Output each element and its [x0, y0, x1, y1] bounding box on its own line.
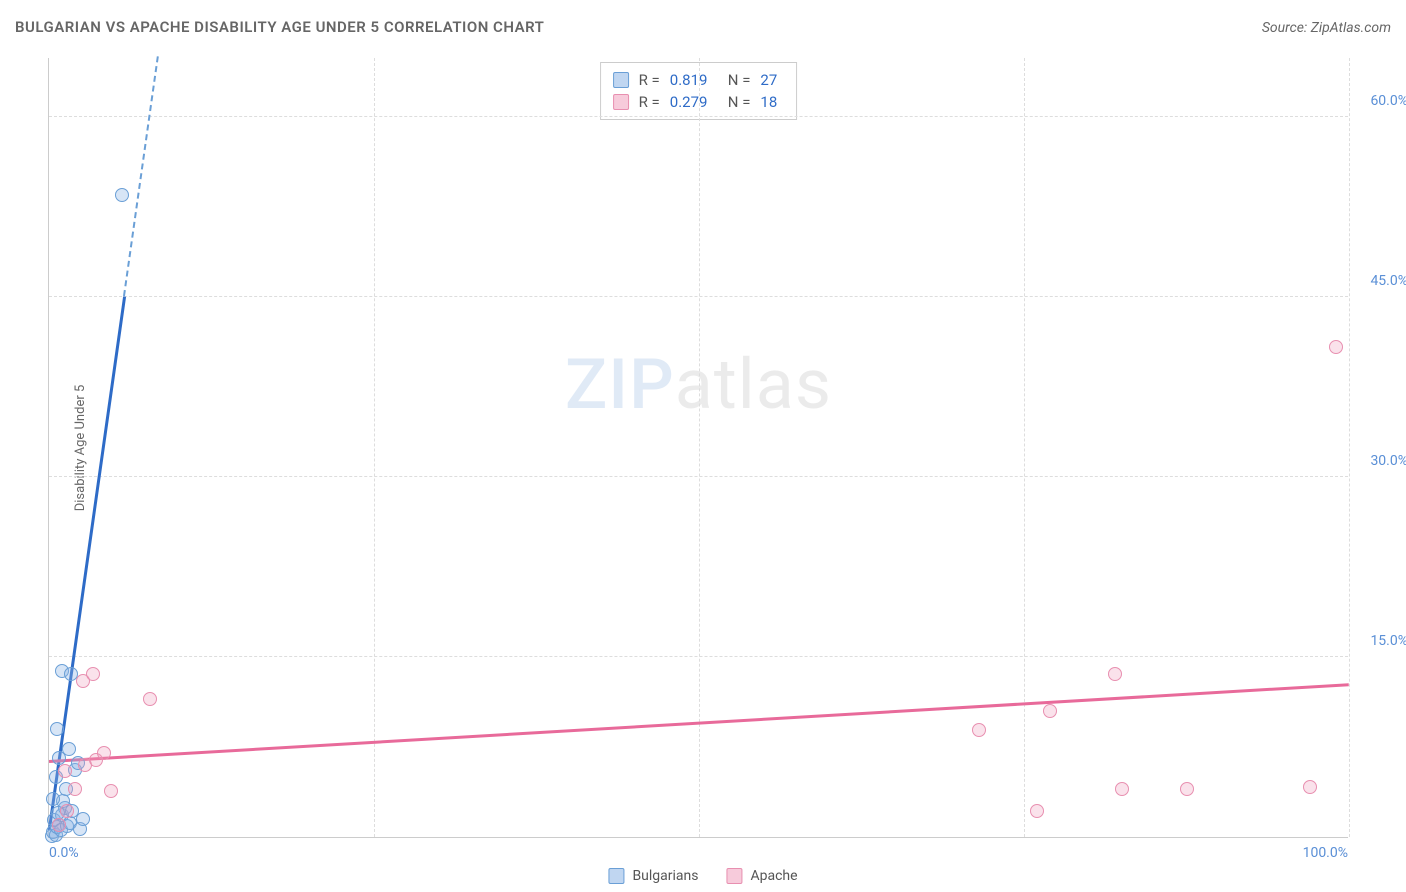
n-value: 18 [760, 91, 784, 113]
x-tick-label: 0.0% [49, 845, 79, 861]
data-point [97, 746, 111, 760]
gridline-vertical [374, 58, 375, 837]
gridline-vertical [1024, 58, 1025, 837]
data-point [60, 804, 74, 818]
data-point [1043, 704, 1057, 718]
legend-swatch [726, 868, 742, 884]
n-value: 27 [760, 69, 784, 91]
y-axis-label: Disability Age Under 5 [73, 384, 88, 511]
legend-label: Apache [750, 868, 797, 884]
data-point [1303, 780, 1317, 794]
data-point [46, 792, 60, 806]
data-point [86, 667, 100, 681]
data-point [1180, 782, 1194, 796]
data-point [115, 188, 129, 202]
data-point [52, 818, 66, 832]
legend-item: Apache [726, 868, 797, 884]
data-point [58, 764, 72, 778]
data-point [972, 723, 986, 737]
gridline-vertical [1349, 58, 1350, 837]
chart-source: Source: ZipAtlas.com [1262, 20, 1391, 36]
legend-item: Bulgarians [608, 868, 698, 884]
x-tick-label: 100.0% [1303, 845, 1348, 861]
trend-line [48, 296, 126, 830]
trend-line [123, 56, 159, 296]
data-point [76, 812, 90, 826]
r-value: 0.819 [670, 69, 718, 91]
data-point [1329, 340, 1343, 354]
y-tick-label: 60.0% [1353, 93, 1406, 109]
data-point [143, 692, 157, 706]
chart-title: BULGARIAN VS APACHE DISABILITY AGE UNDER… [15, 18, 544, 36]
plot-area: ZIPatlas Disability Age Under 5 R =0.819… [48, 58, 1348, 838]
legend-swatch [608, 868, 624, 884]
data-point [1115, 782, 1129, 796]
y-tick-label: 45.0% [1353, 273, 1406, 289]
data-point [68, 782, 82, 796]
chart-header: BULGARIAN VS APACHE DISABILITY AGE UNDER… [15, 18, 1391, 36]
legend-swatch [613, 72, 629, 88]
data-point [50, 722, 64, 736]
data-point [1108, 667, 1122, 681]
y-tick-label: 15.0% [1353, 633, 1406, 649]
r-value: 0.279 [670, 91, 718, 113]
gridline-vertical [699, 58, 700, 837]
data-point [62, 742, 76, 756]
series-legend: Bulgarians Apache [608, 868, 797, 884]
legend-label: Bulgarians [632, 868, 698, 884]
y-tick-label: 30.0% [1353, 453, 1406, 469]
data-point [104, 784, 118, 798]
legend-swatch [613, 94, 629, 110]
data-point [1030, 804, 1044, 818]
